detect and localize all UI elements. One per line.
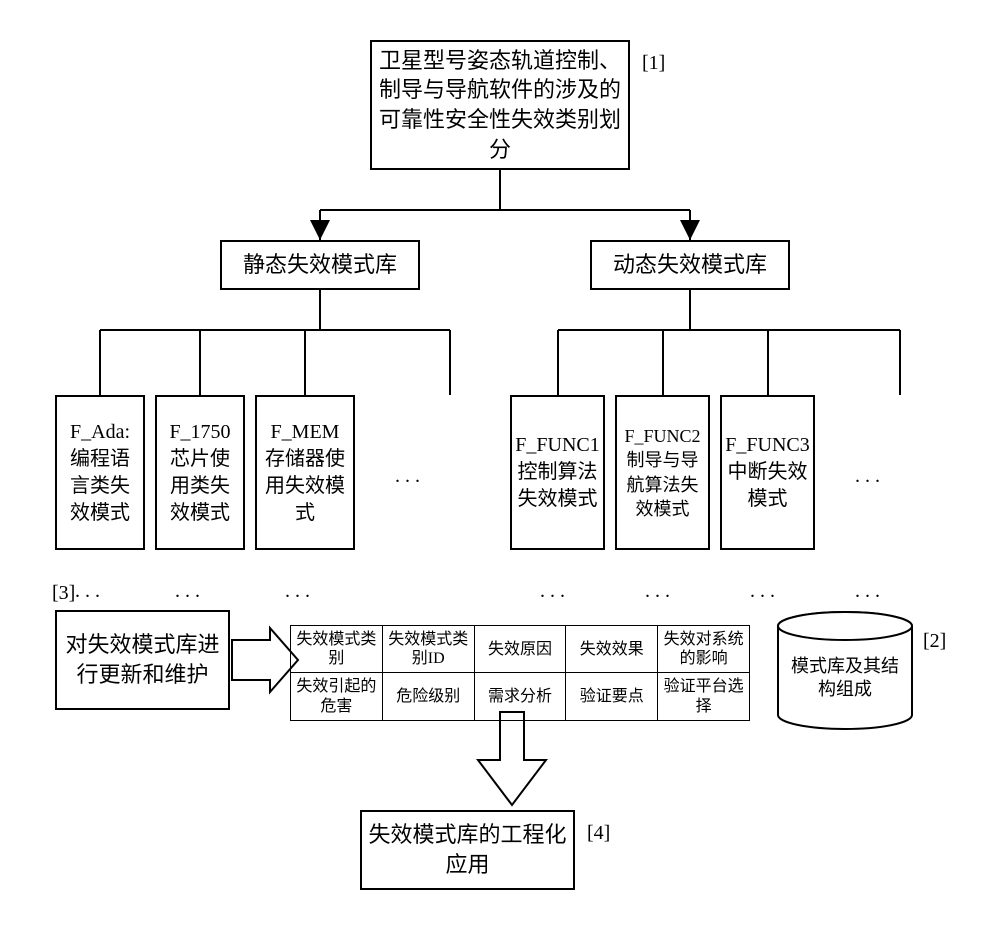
update-text: 对失效模式库进行更新和维护 (63, 630, 222, 689)
root-text: 卫星型号姿态轨道控制、制导与导航软件的涉及的可靠性安全性失效类别划分 (378, 46, 622, 165)
attr-cell: 失效模式类别ID (382, 626, 474, 673)
attr-cell: 验证要点 (566, 673, 658, 720)
leaf-code: F_FUNC1 (515, 434, 599, 456)
app-box: 失效模式库的工程化应用 (360, 810, 575, 890)
leaf-text: 编程语言类失效模式 (70, 448, 130, 524)
attr-cell: 危险级别 (382, 673, 474, 720)
app-ref: [4] (587, 822, 610, 845)
attr-cell: 验证平台选择 (658, 673, 750, 720)
attr-cell: 失效对系统的影响 (658, 626, 750, 673)
leaf-text: 芯片使用类失效模式 (170, 448, 230, 524)
leaf-box-func2: F_FUNC2 制导与导航算法失效模式 (615, 395, 710, 550)
root-ref: [1] (642, 52, 665, 75)
leaf-code: F_FUNC3 (725, 434, 809, 456)
leaf-box-mem: F_MEM 存储器使用失效模式 (255, 395, 355, 550)
leaf-code: F_1750 (169, 421, 230, 443)
leaf-code: F_FUNC2 (624, 426, 700, 446)
table-row: 失效引起的危害 危险级别 需求分析 验证要点 验证平台选择 (291, 673, 750, 720)
static-lib-text: 静态失效模式库 (243, 250, 397, 280)
dots: . . . (75, 580, 100, 603)
attr-cell: 失效引起的危害 (291, 673, 383, 720)
leaf-code: F_Ada: (70, 421, 130, 443)
leaf-text: 制导与导航算法失效模式 (627, 450, 699, 519)
attribute-table: 失效模式类别 失效模式类别ID 失效原因 失效效果 失效对系统的影响 失效引起的… (290, 625, 750, 721)
dynamic-lib-box: 动态失效模式库 (590, 240, 790, 290)
dynamic-lib-text: 动态失效模式库 (613, 250, 767, 280)
db-cylinder: 模式库及其结构组成 (775, 610, 915, 740)
static-lib-box: 静态失效模式库 (220, 240, 420, 290)
leaf-box-func3: F_FUNC3 中断失效模式 (720, 395, 815, 550)
dots: . . . (855, 465, 880, 488)
dots: . . . (855, 580, 880, 603)
attr-cell: 失效效果 (566, 626, 658, 673)
leaf-box-1750: F_1750 芯片使用类失效模式 (155, 395, 245, 550)
table-row: 失效模式类别 失效模式类别ID 失效原因 失效效果 失效对系统的影响 (291, 626, 750, 673)
dots: . . . (395, 465, 420, 488)
attr-cell: 失效模式类别 (291, 626, 383, 673)
leaf-text: 中断失效模式 (728, 461, 808, 510)
leaf-box-ada: F_Ada: 编程语言类失效模式 (55, 395, 145, 550)
dots: . . . (540, 580, 565, 603)
dots: . . . (175, 580, 200, 603)
update-box: 对失效模式库进行更新和维护 (55, 610, 230, 710)
attr-cell: 需求分析 (474, 673, 566, 720)
db-ref: [2] (923, 630, 946, 653)
dots: . . . (750, 580, 775, 603)
root-box: 卫星型号姿态轨道控制、制导与导航软件的涉及的可靠性安全性失效类别划分 (370, 40, 630, 170)
db-text: 模式库及其结构组成 (785, 655, 905, 702)
app-text: 失效模式库的工程化应用 (368, 820, 567, 879)
leaf-text: 控制算法失效模式 (518, 461, 598, 510)
attr-cell: 失效原因 (474, 626, 566, 673)
leaf-box-func1: F_FUNC1 控制算法失效模式 (510, 395, 605, 550)
leaf-code: F_MEM (271, 421, 340, 443)
update-ref: [3] (52, 582, 75, 605)
dots: . . . (285, 580, 310, 603)
dots: . . . (645, 580, 670, 603)
leaf-text: 存储器使用失效模式 (265, 448, 345, 524)
